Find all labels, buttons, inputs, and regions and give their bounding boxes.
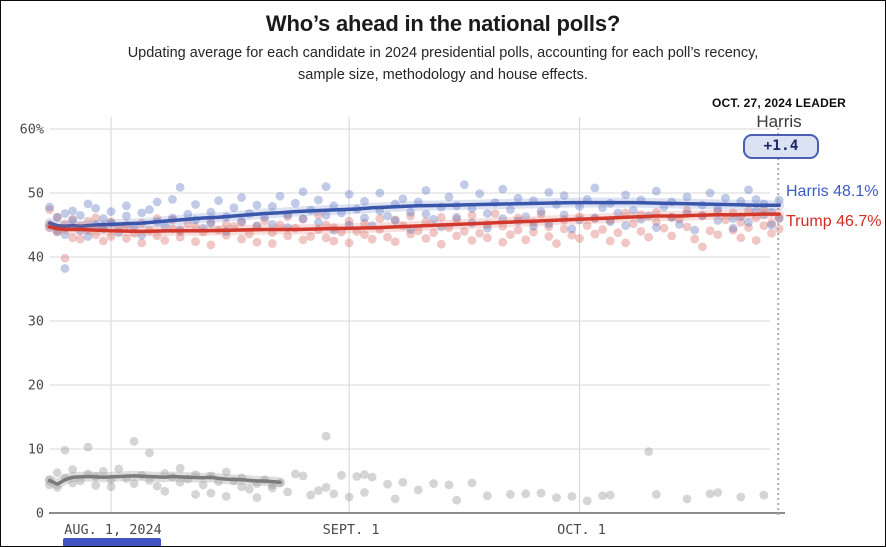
y-tick-label: 0 bbox=[36, 506, 44, 522]
y-tick-label: 30 bbox=[28, 314, 44, 330]
subtitle-line-1: Updating average for each candidate in 2… bbox=[127, 45, 759, 61]
harris-average-label: Harris 48.1% bbox=[786, 183, 879, 200]
y-tick-label: 20 bbox=[28, 378, 44, 394]
y-tick-label: 60% bbox=[20, 122, 44, 138]
bottom-cutoff-element[interactable] bbox=[63, 538, 161, 546]
page-title: Who’s ahead in the national polls? bbox=[265, 11, 621, 36]
x-tick-label: SEPT. 1 bbox=[323, 522, 380, 538]
y-tick-label: 50 bbox=[28, 186, 44, 202]
leader-name: Harris bbox=[756, 112, 802, 131]
x-tick-label: OCT. 1 bbox=[557, 522, 606, 538]
y-tick-label: 40 bbox=[28, 250, 44, 266]
leader-date-label: OCT. 27, 2024 LEADER bbox=[711, 96, 847, 110]
trump-average-label: Trump 46.7% bbox=[786, 213, 882, 230]
subtitle-line-2: sample size, methodology and house effec… bbox=[298, 67, 588, 83]
y-tick-label: 10 bbox=[28, 442, 44, 458]
leader-margin-badge[interactable]: +1.4 bbox=[743, 134, 819, 159]
x-tick-label: AUG. 1, 2024 bbox=[64, 522, 162, 538]
chart-subtitle: Updating average for each candidate in 2… bbox=[1, 42, 885, 86]
